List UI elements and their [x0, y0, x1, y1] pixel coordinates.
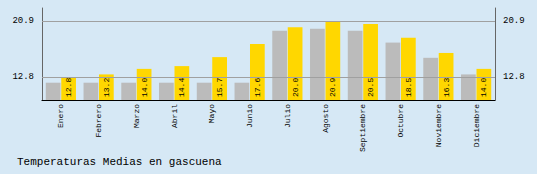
svg-text:20.9: 20.9	[503, 16, 525, 26]
svg-text:Junio: Junio	[245, 104, 254, 128]
svg-text:13.2: 13.2	[102, 78, 111, 97]
svg-text:Septiembre: Septiembre	[358, 104, 367, 152]
svg-text:Noviembre: Noviembre	[434, 104, 443, 147]
svg-text:Agosto: Agosto	[321, 104, 330, 133]
svg-text:12.8: 12.8	[503, 72, 525, 82]
svg-text:14.4: 14.4	[177, 78, 186, 97]
svg-text:14.0: 14.0	[140, 78, 149, 97]
svg-text:Enero: Enero	[56, 104, 65, 128]
svg-text:14.0: 14.0	[479, 78, 488, 97]
svg-text:12.8: 12.8	[12, 72, 34, 82]
svg-text:20.9: 20.9	[12, 16, 34, 26]
svg-text:Temperaturas Medias en gascuen: Temperaturas Medias en gascuena	[17, 156, 222, 168]
svg-text:Mayo: Mayo	[207, 104, 216, 123]
svg-text:Diciembre: Diciembre	[472, 104, 481, 147]
svg-text:Febrero: Febrero	[94, 104, 103, 138]
svg-text:Octubre: Octubre	[396, 104, 405, 138]
svg-text:17.6: 17.6	[253, 78, 262, 97]
svg-text:18.5: 18.5	[404, 78, 413, 97]
svg-text:15.7: 15.7	[215, 78, 224, 97]
svg-text:20.5: 20.5	[366, 78, 375, 97]
svg-text:Julio: Julio	[283, 104, 292, 128]
svg-text:12.8: 12.8	[64, 78, 73, 97]
svg-text:20.0: 20.0	[291, 78, 300, 97]
svg-text:Abril: Abril	[170, 104, 179, 128]
svg-text:16.3: 16.3	[442, 78, 451, 97]
svg-text:Marzo: Marzo	[132, 104, 141, 128]
svg-text:20.9: 20.9	[328, 78, 337, 97]
